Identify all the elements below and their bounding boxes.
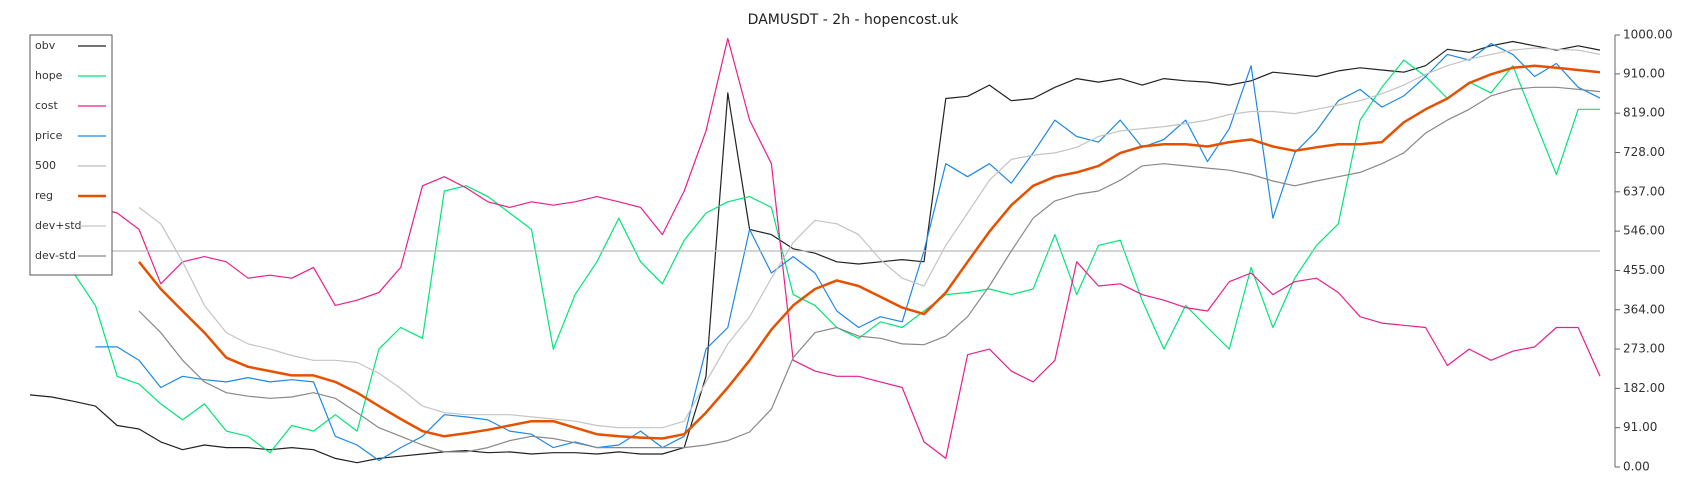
series-line	[95, 43, 1601, 462]
y-tick-label: 819.00	[1623, 106, 1665, 120]
y-tick-label: 91.00	[1623, 420, 1657, 434]
y-tick-label: 455.00	[1623, 263, 1665, 277]
legend-label: reg	[35, 189, 53, 202]
series-line	[29, 59, 1600, 454]
y-tick-label: 273.00	[1623, 342, 1665, 356]
legend-label: dev-std	[35, 249, 76, 262]
series-line	[138, 86, 1601, 453]
y-tick-label: 182.00	[1623, 381, 1665, 395]
chart-title: DAMUSDT - 2h - hopencost.uk	[748, 12, 960, 28]
legend-label: price	[35, 129, 63, 142]
legend-label: cost	[35, 99, 59, 112]
legend-label: dev+std	[35, 219, 82, 232]
y-tick-label: 910.00	[1623, 66, 1665, 80]
legend-label: obv	[35, 39, 56, 52]
series-line	[138, 64, 1601, 440]
y-tick-label: 637.00	[1623, 184, 1665, 198]
series-line	[138, 47, 1601, 429]
y-tick-label: 1000.00	[1623, 28, 1673, 42]
y-tick-label: 0.00	[1623, 460, 1650, 474]
y-tick-label: 546.00	[1623, 224, 1665, 238]
y-tick-label: 364.00	[1623, 302, 1665, 316]
legend-box	[29, 34, 113, 276]
legend-label: hope	[35, 69, 63, 82]
y-axis: 0.00 91.00 182.00 273.00 364.00 455.00 546.00 6…	[1614, 28, 1673, 474]
legend: obv hope cost price 500 reg dev+std dev-std	[29, 34, 113, 276]
legend-label: 500	[35, 159, 56, 172]
series-layer	[29, 37, 1601, 464]
series-line	[29, 40, 1601, 464]
y-tick-label: 728.00	[1623, 145, 1665, 159]
series-line	[29, 37, 1601, 459]
